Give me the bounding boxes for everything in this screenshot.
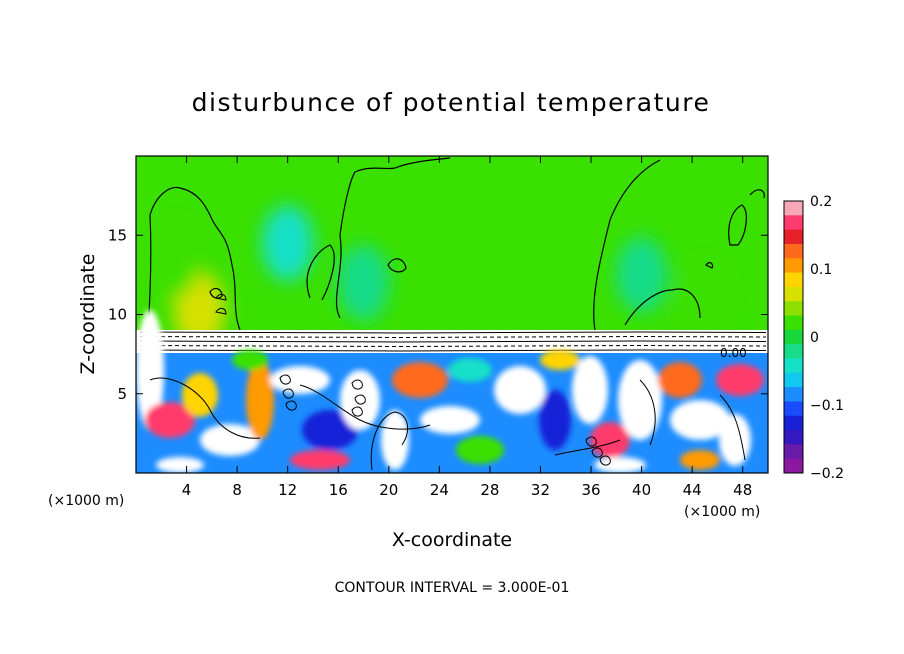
colorbar-tick-label: −0.1 xyxy=(810,398,844,414)
colorbar-swatch xyxy=(784,344,803,359)
turbulence-patch xyxy=(302,410,358,450)
colorbar-swatch xyxy=(784,215,803,231)
colorbar-tick-label: 0.2 xyxy=(810,194,832,210)
x-axis-label: X-coordinate xyxy=(392,529,512,551)
colorbar-swatch xyxy=(784,387,803,402)
x-unit-label-right: (×1000 m) xyxy=(684,504,760,520)
x-tick-label: 48 xyxy=(733,481,752,499)
colorbar-swatch xyxy=(784,201,803,216)
turbulence-patch xyxy=(290,450,350,470)
anomaly-positive-5 xyxy=(678,260,731,337)
x-tick-label: 32 xyxy=(531,481,550,499)
colorbar-swatch xyxy=(784,401,803,417)
colorbar: 0.2 0.1 0 −0.1 −0.2 xyxy=(783,194,844,482)
turbulence-patch xyxy=(448,358,492,382)
band-contour-line xyxy=(139,340,767,343)
contour-interval-footer: CONTOUR INTERVAL = 3.000E-01 xyxy=(335,580,570,596)
x-tick-label: 40 xyxy=(632,481,651,499)
turbulence-patch xyxy=(420,406,480,434)
turbulence-patch xyxy=(246,360,274,440)
colorbar-tick-label: 0 xyxy=(810,330,819,346)
x-unit-label-left: (×1000 m) xyxy=(48,493,124,509)
chart-title: disturbunce of potential temperature xyxy=(192,88,711,117)
band-contour-line xyxy=(139,349,767,352)
turbulence-patch xyxy=(670,400,730,440)
turbulence-patch xyxy=(680,450,720,470)
y-axis-label: Z-coordinate xyxy=(77,254,99,375)
y-tick-label: 5 xyxy=(117,385,127,403)
colorbar-swatch xyxy=(784,272,803,288)
colorbar-swatch xyxy=(784,458,803,474)
colorbar-swatch xyxy=(784,229,803,245)
colorbar-swatch xyxy=(784,286,803,302)
x-tick-label: 24 xyxy=(430,481,449,499)
turbulence-patch xyxy=(200,424,260,456)
colorbar-swatch xyxy=(784,430,803,445)
anomaly-negative-2 xyxy=(261,205,314,282)
anomaly-negative-4 xyxy=(615,236,668,313)
band-contours xyxy=(139,331,767,352)
turbulence-patch xyxy=(594,457,646,473)
x-tick-label: 20 xyxy=(379,481,398,499)
x-tick-label: 36 xyxy=(581,481,600,499)
turbulence-patch xyxy=(182,373,218,417)
colorbar-tick-label: 0.1 xyxy=(810,262,832,278)
turbulence-patch xyxy=(539,390,571,450)
x-tick-label: 44 xyxy=(683,481,702,499)
turbulence-patch xyxy=(719,414,751,466)
contour-label: 0.00 xyxy=(720,346,747,360)
y-tick-label: 10 xyxy=(108,306,127,324)
upper-field xyxy=(136,156,768,336)
turbulence-patch xyxy=(232,350,268,370)
band-contour-line xyxy=(139,331,767,334)
anomaly-positive-1 xyxy=(147,221,200,298)
turbulence-patch xyxy=(340,370,380,430)
turbulence-patch xyxy=(494,366,546,414)
turbulence-patch xyxy=(658,362,702,398)
turbulence-patch xyxy=(392,362,448,398)
turbulence-patch xyxy=(270,366,330,394)
lower-contours xyxy=(149,293,746,471)
turbulence-patch xyxy=(618,360,662,440)
lower-anomalies xyxy=(136,310,764,473)
colorbar-swatch xyxy=(784,415,803,431)
colorbar-frame xyxy=(783,200,804,474)
anomaly-negative-3 xyxy=(337,244,390,321)
x-tick-label: 8 xyxy=(232,481,242,499)
colorbar-swatch xyxy=(784,315,803,331)
turbulence-patch xyxy=(136,310,164,430)
colorbar-swatch xyxy=(784,358,803,374)
turbulence-patch xyxy=(156,457,204,473)
colorbar-swatch xyxy=(784,444,803,460)
colorbar-swatch xyxy=(784,372,803,388)
band-contour-line xyxy=(139,335,767,339)
colorbar-swatch xyxy=(784,258,803,274)
turbulence-patch xyxy=(540,350,580,370)
turbulence-patch xyxy=(381,410,409,470)
y-axis-ticks: 5 10 15 xyxy=(108,226,768,403)
plot-area xyxy=(136,156,768,473)
colorbar-swatch xyxy=(784,243,803,259)
colorbar-swatch xyxy=(784,329,803,345)
turbulence-patch xyxy=(456,436,504,464)
upper-contours xyxy=(147,157,765,331)
x-tick-label: 12 xyxy=(278,481,297,499)
y-tick-label: 15 xyxy=(108,226,127,244)
x-axis-ticks: 4 8 12 16 20 24 28 32 36 40 44 48 xyxy=(182,156,752,499)
upper-anomalies xyxy=(147,205,731,348)
colorbar-swatch xyxy=(784,301,803,317)
turbulence-patch xyxy=(145,402,195,438)
band-contour-line xyxy=(139,344,767,348)
turbulence-patch xyxy=(572,356,608,424)
x-tick-label: 28 xyxy=(480,481,499,499)
x-tick-label: 16 xyxy=(329,481,348,499)
turbulence-patch xyxy=(716,364,764,396)
colorbar-tick-label: −0.2 xyxy=(810,466,844,482)
x-tick-label: 4 xyxy=(182,481,192,499)
